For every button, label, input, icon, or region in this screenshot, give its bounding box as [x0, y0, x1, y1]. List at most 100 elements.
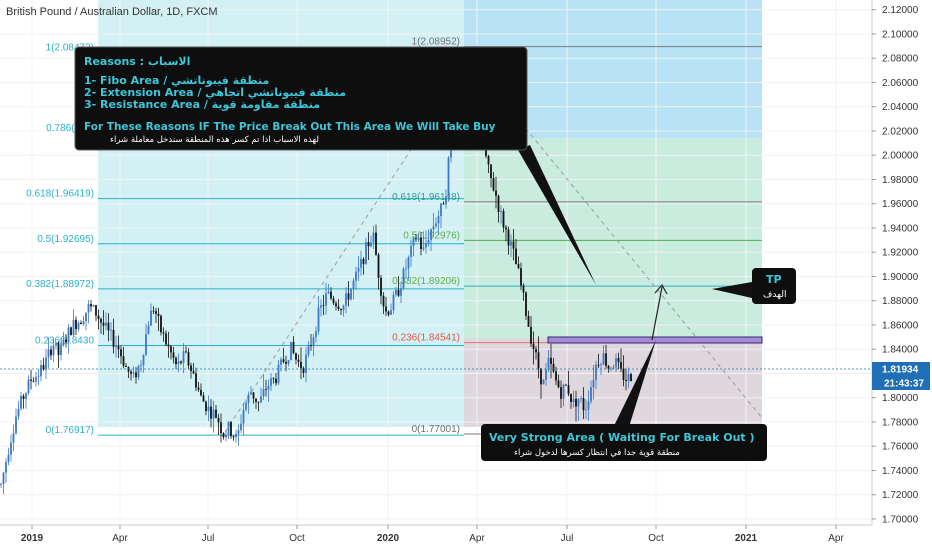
candle-body — [55, 342, 57, 346]
y-tick-label: 2.06000 — [882, 78, 919, 89]
candle-body — [535, 349, 537, 353]
candle-body — [245, 403, 247, 410]
last-price-badge — [872, 362, 930, 376]
candle-body — [62, 339, 65, 345]
candle-body — [122, 356, 125, 366]
candle-body — [32, 380, 35, 382]
fib-right-label: 1(2.08952) — [412, 37, 460, 48]
y-tick-label: 1.86000 — [882, 320, 919, 331]
trend-line-down — [469, 59, 763, 419]
candle-body — [115, 346, 117, 348]
candle-body — [42, 365, 45, 370]
candle-body — [17, 408, 20, 417]
x-tick-label: Jul — [202, 533, 215, 544]
y-tick-label: 1.96000 — [882, 199, 919, 210]
candle-body — [177, 361, 180, 365]
candle-body — [172, 352, 175, 358]
candle-body — [120, 349, 122, 357]
candle-body — [312, 337, 315, 347]
y-tick-label: 1.74000 — [882, 466, 919, 477]
conclusion-en: For These Reasons IF The Price Break Out… — [84, 121, 496, 133]
candle-body — [137, 366, 140, 378]
candle-body — [72, 319, 75, 336]
tp-pointer — [712, 282, 752, 298]
candle-body — [435, 223, 437, 227]
candle-body — [585, 409, 587, 411]
candle-body — [30, 379, 32, 381]
candle-body — [387, 311, 390, 315]
y-tick-label: 1.88000 — [882, 296, 919, 307]
y-tick-label: 1.80000 — [882, 393, 919, 404]
candle-body — [427, 240, 430, 244]
candle-body — [375, 232, 377, 255]
candle-body — [22, 395, 25, 400]
candle-body — [210, 406, 212, 419]
y-tick-label: 2.00000 — [882, 151, 919, 162]
candle-body — [10, 442, 12, 455]
candle-body — [135, 372, 137, 378]
candle-body — [190, 365, 192, 372]
candle-body — [575, 398, 577, 407]
candle-body — [12, 433, 15, 443]
y-tick-label: 1.84000 — [882, 345, 919, 356]
candle-body — [270, 378, 272, 386]
candle-body — [142, 354, 145, 365]
reason-2: 2- Extension Area / منطقة فيبوناتشي اتجا… — [84, 86, 346, 99]
candle-body — [342, 305, 345, 311]
candle-body — [400, 288, 402, 296]
candle-body — [167, 344, 170, 347]
candle-body — [392, 294, 395, 311]
candle-body — [405, 268, 407, 270]
candle-body — [557, 380, 560, 388]
conclusion-ar: لهذه الاسباب اذا تم كسر هذه المنطقة سندخ… — [110, 135, 319, 145]
candle-body — [100, 318, 102, 323]
candle-body — [160, 315, 162, 333]
candle-body — [195, 373, 197, 388]
candle-body — [522, 285, 525, 293]
candle-body — [2, 472, 5, 485]
candle-body — [165, 333, 167, 345]
candle-body — [512, 241, 515, 249]
candle-body — [620, 362, 622, 369]
candle-body — [327, 291, 330, 294]
fib-left-label: 0.382(1.88972) — [26, 279, 94, 290]
candle-body — [442, 203, 445, 205]
candle-body — [292, 341, 295, 354]
candle-body — [225, 434, 227, 438]
strong-area-box: Very Strong Area ( Waiting For Break Out… — [481, 424, 767, 461]
y-tick-label: 1.90000 — [882, 272, 919, 283]
chart-title: British Pound / Australian Dollar, 1D, F… — [6, 6, 218, 18]
candle-body — [580, 398, 582, 399]
candle-body — [490, 164, 492, 178]
candle-body — [272, 378, 275, 380]
candle-body — [430, 229, 432, 241]
candle-body — [445, 196, 447, 205]
candle-body — [20, 395, 22, 409]
candle-body — [547, 357, 550, 370]
candle-body — [305, 354, 307, 373]
candle-body — [492, 177, 495, 191]
candle-body — [197, 387, 200, 390]
fib-left-label: 0.618(1.96419) — [26, 189, 94, 200]
candle-body — [235, 434, 237, 438]
candle-body — [50, 349, 52, 356]
fib-left-label: 0(1.76917) — [46, 425, 94, 436]
candle-body — [257, 401, 260, 403]
candle-body — [192, 371, 195, 374]
candle-body — [507, 229, 510, 246]
x-tick-label: Oct — [648, 533, 664, 544]
candle-body — [500, 211, 502, 213]
candle-body — [92, 305, 95, 307]
candle-body — [227, 422, 230, 435]
candle-body — [412, 238, 415, 246]
tp-label-ar: الهدف — [763, 290, 786, 300]
candle-body — [302, 368, 305, 373]
candle-body — [407, 256, 410, 269]
fib-left-label: 0.5(1.92695) — [37, 234, 94, 245]
candle-body — [597, 364, 600, 366]
candle-body — [47, 349, 50, 358]
candle-body — [622, 368, 625, 380]
x-tick-label: 2021 — [735, 533, 758, 544]
x-tick-label: 2020 — [377, 533, 400, 544]
